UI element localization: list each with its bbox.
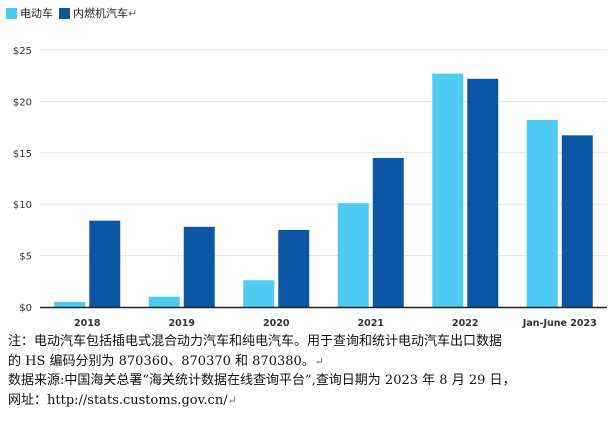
y-tick-label: $20 (13, 97, 32, 108)
y-tick-label: $5 (19, 252, 32, 263)
chart-legend: 电动车 内燃机汽车 ↵ (6, 2, 143, 24)
bar-ev (432, 73, 464, 307)
y-tick-label: $25 (13, 46, 32, 57)
bar-ice (183, 226, 215, 307)
note-line-3: 数据来源:中国海关总署“海关统计数据在线查询平台”,查询日期为 2023 年 8… (8, 373, 516, 388)
note-line-2-wrap: 的 HS 编码分别为 870360、870370 和 870380。↵ (8, 352, 608, 372)
return-mark-icon: ↵ (314, 354, 325, 368)
legend-label-ev: 电动车 (20, 7, 53, 20)
x-tick-label: 2022 (452, 318, 478, 329)
bar-chart: $0 $5 $10 $15 $20 $25 2018 2019 2020 2021 2022 Jan-… (13, 46, 607, 329)
legend-item-ev: 电动车 (6, 5, 53, 21)
legend-swatch-ev (6, 7, 17, 19)
note-url: 网址：http://stats.customs.gov.cn/ (8, 392, 228, 408)
bar-ev (337, 203, 369, 307)
bar-ice (278, 229, 310, 307)
bar-ice (89, 220, 121, 307)
y-tick-label: $15 (13, 149, 32, 160)
x-tick-label: 2021 (358, 318, 384, 329)
x-tick-label: 2018 (74, 318, 101, 329)
bar-ev (148, 296, 180, 307)
bar-ice (467, 78, 499, 307)
note-line-4-wrap: 网址：http://stats.customs.gov.cn/↵ (8, 391, 608, 411)
chart-footnote: 注：电动汽车包括插电式混合动力汽车和纯电汽车。用于查询和统计电动汽车出口数据 的… (8, 332, 608, 410)
x-tick-label: 2019 (169, 318, 195, 329)
note-line-1: 注：电动汽车包括插电式混合动力汽车和纯电汽车。用于查询和统计电动汽车出口数据 (8, 334, 503, 349)
y-tick-label: $10 (13, 200, 32, 211)
x-tick-label: Jan-June 2023 (522, 318, 597, 329)
bar-ev (526, 119, 558, 308)
bar-ice (372, 157, 404, 307)
legend-item-ice: 内燃机汽车 ↵ (59, 5, 137, 21)
note-line-2: 的 HS 编码分别为 870360、870370 和 870380。 (8, 353, 315, 369)
legend-label-ice: 内燃机汽车 (73, 7, 128, 20)
x-tick-label: 2020 (263, 318, 290, 329)
y-tick-label: $0 (19, 303, 32, 314)
bar-ev (54, 301, 86, 307)
bar-ev (243, 280, 275, 307)
return-mark-icon: ↵ (128, 6, 138, 20)
bar-ice (561, 135, 593, 307)
return-mark-icon: ↵ (227, 393, 237, 407)
legend-swatch-ice (59, 7, 70, 19)
